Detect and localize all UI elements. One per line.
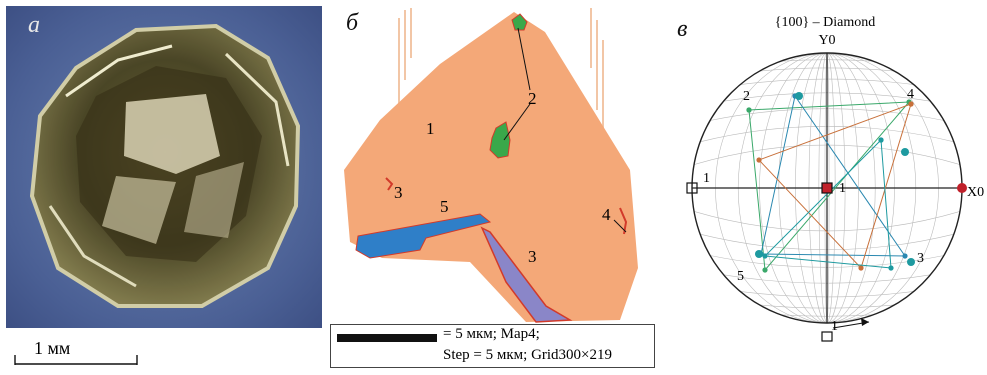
pole-label-1-left: 1 <box>703 171 710 186</box>
marker-square-left <box>686 182 698 194</box>
pole-label-1-bottom: 1 <box>831 319 838 334</box>
matrix-grain <box>344 12 638 322</box>
pole-label-2: 2 <box>743 89 750 104</box>
scale-line-2: Step = 5 мкм; Grid300×219 <box>443 347 613 363</box>
panel-b-label: б <box>346 10 359 36</box>
region-label-3b: 3 <box>528 247 537 266</box>
panel-b-ebsd-map: 1 2 3 4 5 3 б = 5 мкм; Map4; Step = 5 мк… <box>330 0 655 370</box>
blue-lamella <box>355 213 492 259</box>
region-label-5: 5 <box>440 197 449 216</box>
pole-figure-svg: {100} – Diamond Y0 X0 1 1 1 2 3 4 5 <box>686 15 984 342</box>
marker-square-bottom <box>821 331 833 342</box>
x-axis-label: X0 <box>967 185 984 200</box>
panel-c-label: в <box>677 16 688 42</box>
region-label-4: 4 <box>602 205 611 224</box>
y-axis-label: Y0 <box>818 33 835 48</box>
scale-legend-box: = 5 мкм; Map4; Step = 5 мкм; Grid300×219 <box>330 324 655 368</box>
mm-scale-bar <box>14 352 138 366</box>
pole-label-5: 5 <box>737 269 744 284</box>
phase-map: 1 2 3 4 5 3 <box>344 8 638 323</box>
mm-scale-label: 1 мм <box>34 338 71 358</box>
panel-c-pole-figure: в {100} – Diamond Y0 X0 1 1 1 2 3 4 5 <box>665 0 987 370</box>
marker-dot-right <box>957 183 967 193</box>
region-label-2: 2 <box>528 89 537 108</box>
green-inclusion-center <box>489 121 511 159</box>
pole-label-3: 3 <box>917 251 924 266</box>
pole-figure-title: {100} – Diamond <box>775 15 876 30</box>
scale-line-1: = 5 мкм; Map4; <box>443 326 540 342</box>
scale-bar <box>337 334 437 342</box>
diamond-photo <box>6 6 322 328</box>
purple-lamella <box>480 226 573 323</box>
green-inclusion-top <box>511 13 528 31</box>
pole-label-4: 4 <box>907 87 914 102</box>
pole-traces <box>746 92 915 273</box>
panel-a-photo: а <box>6 6 322 328</box>
panel-a-label: а <box>28 12 40 38</box>
marker-square-center <box>821 182 833 194</box>
region-label-3a: 3 <box>394 183 403 202</box>
pole-label-1-center: 1 <box>839 181 846 196</box>
region-label-1: 1 <box>426 119 435 138</box>
